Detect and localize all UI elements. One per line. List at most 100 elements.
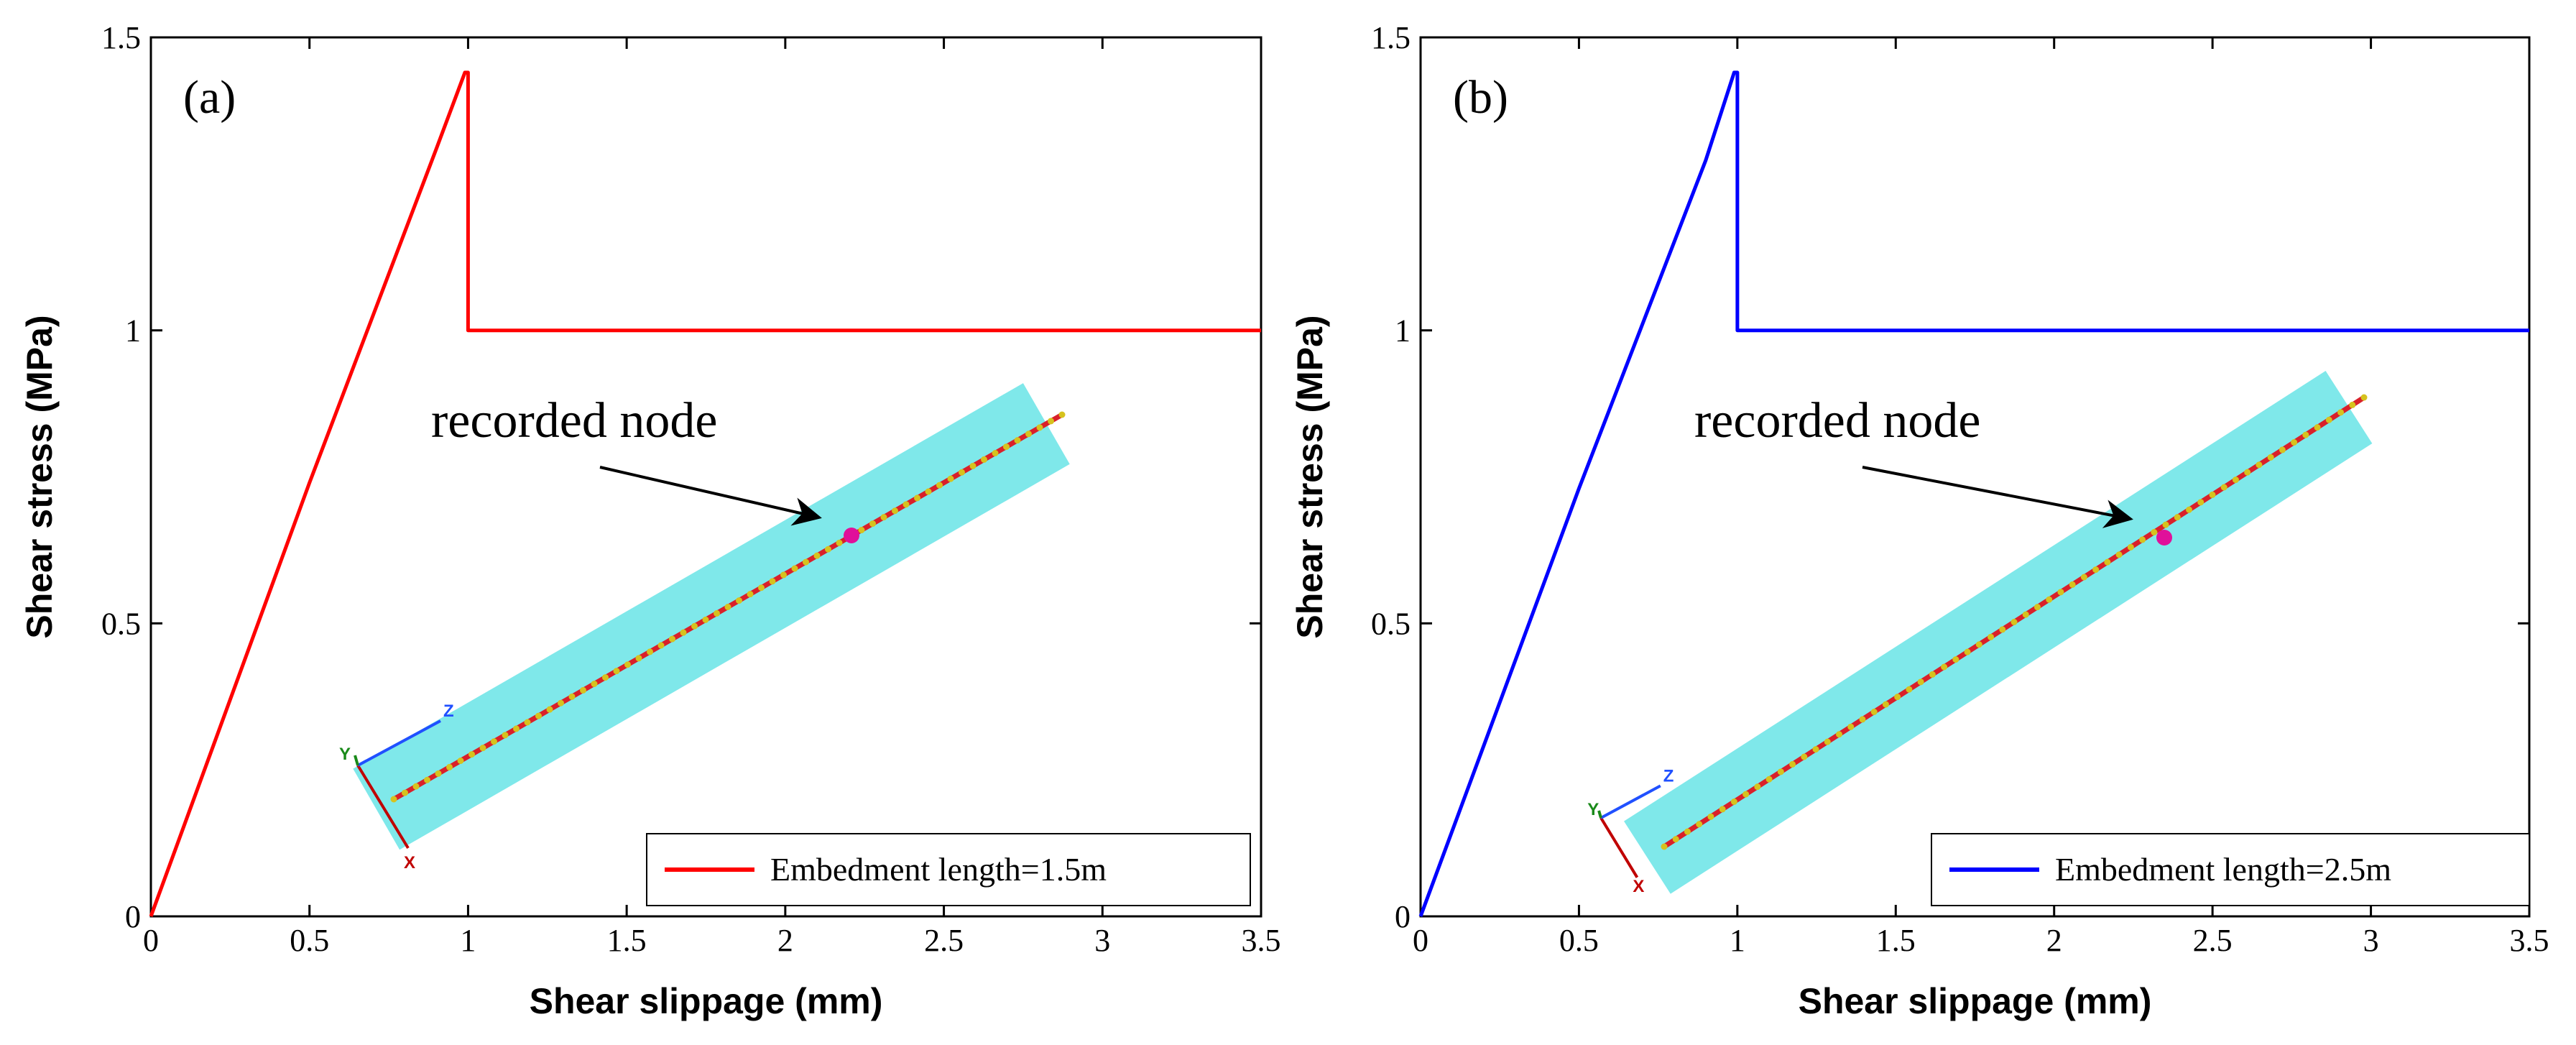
inset-bar-node bbox=[969, 462, 977, 469]
inset-bar-node bbox=[2291, 439, 2298, 446]
inset-bar-node bbox=[1661, 843, 1668, 850]
x-axis-label: Shear slippage (mm) bbox=[530, 981, 883, 1021]
inset-bar-node bbox=[1975, 641, 1982, 648]
x-tick-label: 0 bbox=[1413, 923, 1428, 958]
inset-bar-node bbox=[791, 565, 798, 572]
inset-bar-node bbox=[981, 456, 987, 463]
y-tick-label: 1 bbox=[1395, 313, 1411, 349]
legend-entry: Embedment length=1.5m bbox=[770, 851, 1107, 888]
inset-bar-node bbox=[691, 622, 698, 630]
inset-bar-node bbox=[1952, 656, 1959, 663]
inset-bar-node bbox=[1870, 709, 1878, 715]
inset-bar-node bbox=[2080, 574, 2087, 581]
inset-bar-node bbox=[2127, 543, 2134, 551]
inset-bar-node bbox=[1719, 806, 1726, 813]
inset-bar-node bbox=[402, 789, 408, 796]
inset-bar-node bbox=[2337, 409, 2345, 416]
inset-bar-node bbox=[803, 558, 809, 566]
inset-bar-node bbox=[468, 751, 475, 758]
triad-z-axis bbox=[1600, 784, 1661, 819]
inset-bar-node bbox=[2267, 454, 2274, 461]
axes-box bbox=[149, 36, 1262, 918]
x-tick-label: 1 bbox=[1730, 923, 1745, 958]
inset-bar-node bbox=[390, 796, 397, 803]
inset-bar-node bbox=[424, 776, 430, 783]
inset-bar-node bbox=[1882, 701, 1889, 708]
inset-bar-node bbox=[2349, 401, 2356, 408]
triad-z-axis bbox=[357, 719, 441, 767]
inset-bar-node bbox=[936, 482, 943, 489]
panel-a: 0 0.5 1 1.5 2 2.5 3 3.5 0 0.5 1 1.5 Shear slippage (… bbox=[19, 20, 1281, 1021]
inset-bar-node bbox=[1812, 746, 1819, 753]
inset-bar-node bbox=[1707, 813, 1714, 820]
x-tick-label: 0.5 bbox=[290, 923, 329, 958]
inset-bar-node bbox=[412, 783, 420, 790]
inset-bar-node bbox=[2151, 529, 2158, 535]
x-tick-label: 0 bbox=[143, 923, 159, 958]
inset-bar-node bbox=[1906, 686, 1913, 693]
inset-bar-node bbox=[747, 591, 754, 598]
inset-bar-node bbox=[2244, 469, 2251, 476]
x-tick-label: 2.5 bbox=[2193, 923, 2233, 958]
inset-bar-node bbox=[1058, 411, 1066, 418]
inset-bar-node bbox=[724, 604, 731, 610]
triad-x-axis bbox=[1599, 816, 1639, 878]
inset-bar-node bbox=[1964, 648, 1971, 655]
x-tick-label: 3.5 bbox=[2510, 923, 2549, 958]
inset-bar-node bbox=[1789, 760, 1796, 768]
inset-bar-node bbox=[2115, 551, 2123, 558]
inset-bar-node bbox=[524, 719, 531, 726]
recorded-node-marker bbox=[844, 528, 859, 543]
y-tick-label: 1.5 bbox=[1371, 20, 1411, 55]
inset-bar-node bbox=[657, 642, 665, 649]
inset-bar-node bbox=[1025, 431, 1032, 438]
inset-bar-node bbox=[568, 693, 576, 700]
inset-bar-node bbox=[992, 450, 999, 456]
inset-bar-node bbox=[680, 629, 687, 636]
inset-bar-node bbox=[669, 635, 675, 643]
inset-bar-node bbox=[2314, 424, 2321, 431]
inset-bar-node bbox=[736, 597, 742, 604]
inset-bar-node bbox=[1777, 768, 1784, 775]
annotation-text: recorded node bbox=[431, 393, 717, 448]
x-tick-label: 1 bbox=[460, 923, 476, 958]
inset-bar-node bbox=[2069, 581, 2076, 588]
x-tick-label: 2 bbox=[777, 923, 793, 958]
inset-bar-node bbox=[602, 674, 609, 681]
annotation-arrow bbox=[1862, 466, 2133, 528]
panel-label: (b) bbox=[1453, 71, 1508, 124]
inset-bar-node bbox=[758, 584, 765, 591]
inset-bar-node bbox=[1754, 783, 1761, 791]
inset-bar-node bbox=[558, 699, 564, 706]
inset-bar-node bbox=[1742, 791, 1750, 798]
inset-bar-node bbox=[635, 655, 642, 662]
inset-bar-node bbox=[2057, 589, 2064, 596]
inset-bar-node bbox=[2302, 431, 2309, 438]
inset-bar-node bbox=[813, 552, 821, 559]
inset-bar-node bbox=[2033, 604, 2041, 611]
inset-bar-node bbox=[2022, 611, 2029, 618]
x-axis-label: Shear slippage (mm) bbox=[1799, 981, 2152, 1021]
inset-bar-node bbox=[1999, 626, 2006, 633]
inset-bar-node bbox=[1014, 437, 1021, 444]
y-tick-label: 0 bbox=[1395, 899, 1411, 934]
y-axis-label: Shear stress (MPa) bbox=[1290, 315, 1330, 638]
inset-bar-node bbox=[2197, 499, 2205, 506]
triad-z-label: Z bbox=[443, 701, 454, 721]
annotation-text: recorded node bbox=[1694, 393, 1980, 448]
inset-bar-node bbox=[769, 578, 776, 585]
inset-bar-node bbox=[491, 738, 497, 745]
inset-bar-node bbox=[513, 725, 520, 732]
y-tick-label: 0.5 bbox=[1371, 606, 1411, 641]
inset-bar-node bbox=[780, 571, 787, 579]
inset-bar-node bbox=[647, 648, 653, 655]
inset-bar-node bbox=[624, 661, 631, 668]
inset-bar-node bbox=[1836, 731, 1842, 738]
inset-bar-node bbox=[2360, 394, 2368, 401]
inset-bar-node bbox=[1003, 443, 1010, 451]
inset-bar-node bbox=[1036, 424, 1043, 431]
inset-bar-node bbox=[1765, 775, 1773, 783]
inset-bar-node bbox=[2220, 484, 2228, 491]
inset-bar-node bbox=[1894, 694, 1901, 701]
